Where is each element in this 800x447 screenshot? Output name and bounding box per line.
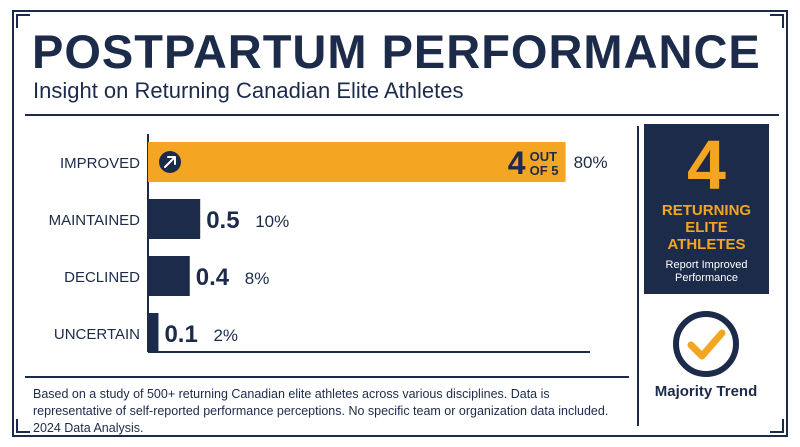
- value-label: 0.5: [206, 207, 239, 234]
- value-suffix: OUT: [530, 149, 558, 164]
- frame-corner: [770, 14, 784, 28]
- stat-panel: 4 RETURNING ELITE ATHLETES Report Improv…: [644, 124, 769, 294]
- category-label: DECLINED: [64, 269, 140, 286]
- bar: [148, 199, 201, 239]
- arrow-up-right-icon: [164, 156, 176, 168]
- percent-label: 2%: [213, 326, 238, 345]
- value-suffix: OF 5: [530, 163, 559, 178]
- percent-label: 8%: [245, 269, 270, 288]
- frame-corner: [770, 419, 784, 433]
- category-label: IMPROVED: [60, 155, 140, 172]
- value-label: 4: [508, 145, 526, 181]
- percent-label: 10%: [255, 212, 289, 231]
- bar: [148, 142, 566, 182]
- bar: [148, 256, 190, 296]
- value-label: 0.1: [164, 321, 197, 348]
- bar: [148, 313, 159, 353]
- trend-label: Majority Trend: [654, 383, 758, 400]
- value-label: 0.4: [196, 264, 230, 291]
- frame-corner: [16, 14, 30, 28]
- page-title: POSTPARTUM PERFORMANCE: [32, 25, 761, 78]
- vertical-divider: [637, 126, 639, 426]
- frame: [12, 10, 788, 437]
- stat-number: 4: [687, 126, 726, 204]
- page-subtitle: Insight on Returning Canadian Elite Athl…: [33, 78, 464, 103]
- stat-sublabel: Report Improved Performance: [665, 259, 748, 284]
- footnote: Based on a study of 500+ returning Canad…: [33, 387, 609, 435]
- title-divider: [25, 114, 779, 116]
- category-label: MAINTAINED: [49, 212, 141, 229]
- percent-label: 80%: [574, 153, 608, 172]
- category-label: UNCERTAIN: [54, 326, 140, 343]
- stat-label: RETURNING ELITE ATHLETES: [661, 202, 752, 253]
- frame-corner: [16, 419, 30, 433]
- footnote-divider: [25, 376, 629, 378]
- checkmark-circle-icon: [673, 311, 739, 377]
